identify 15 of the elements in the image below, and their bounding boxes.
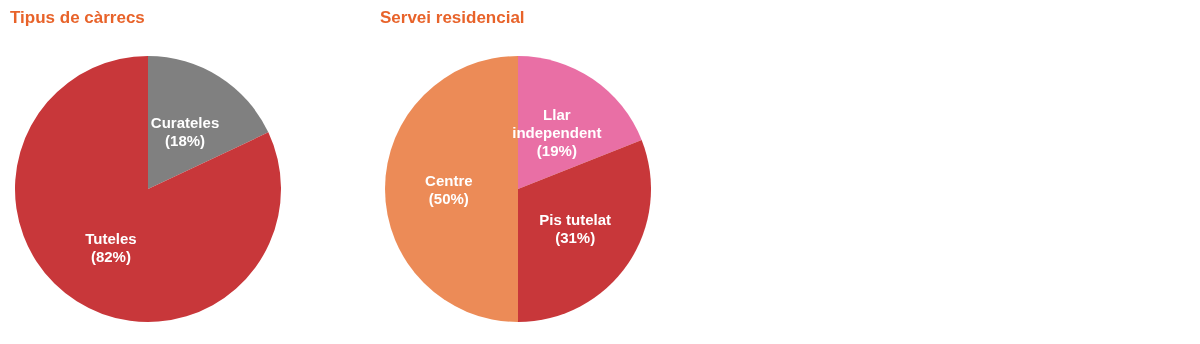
chart-title: Tipus de càrrecs xyxy=(9,8,146,29)
data-label: (18%) xyxy=(165,131,206,149)
slice-label: Tuteles xyxy=(85,229,137,247)
slice-label: Centre xyxy=(425,171,473,189)
data-label: (19%) xyxy=(536,141,577,159)
data-label: (50%) xyxy=(428,189,469,207)
slice-label: Llar independent xyxy=(512,105,602,141)
pie-slice xyxy=(518,140,651,322)
pie-slice xyxy=(15,56,281,322)
slice-label: Curateles xyxy=(150,113,220,131)
data-label: (31%) xyxy=(555,228,596,246)
slice-label: Pis tutelat xyxy=(539,210,612,228)
data-label: (82%) xyxy=(90,247,131,265)
chart-title: Servei residencial xyxy=(379,8,526,29)
pie-slice xyxy=(148,56,269,189)
